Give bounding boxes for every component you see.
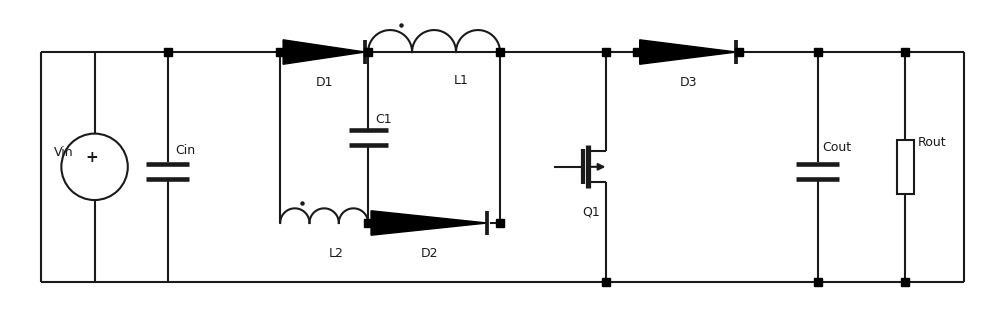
Text: D1: D1 — [315, 77, 333, 89]
Bar — [897, 140, 914, 194]
Polygon shape — [640, 40, 736, 64]
Polygon shape — [371, 211, 487, 235]
Text: Rout: Rout — [918, 136, 947, 149]
Text: D2: D2 — [420, 248, 438, 260]
Text: L2: L2 — [329, 248, 344, 260]
Polygon shape — [283, 40, 365, 64]
Text: D3: D3 — [679, 77, 697, 89]
Text: Cin: Cin — [176, 144, 196, 157]
Text: +: + — [85, 150, 98, 165]
Text: L1: L1 — [454, 73, 469, 86]
Text: Vin: Vin — [53, 146, 73, 159]
Text: C1: C1 — [375, 114, 392, 126]
Text: Cout: Cout — [822, 141, 852, 154]
Text: Q1: Q1 — [582, 206, 600, 219]
